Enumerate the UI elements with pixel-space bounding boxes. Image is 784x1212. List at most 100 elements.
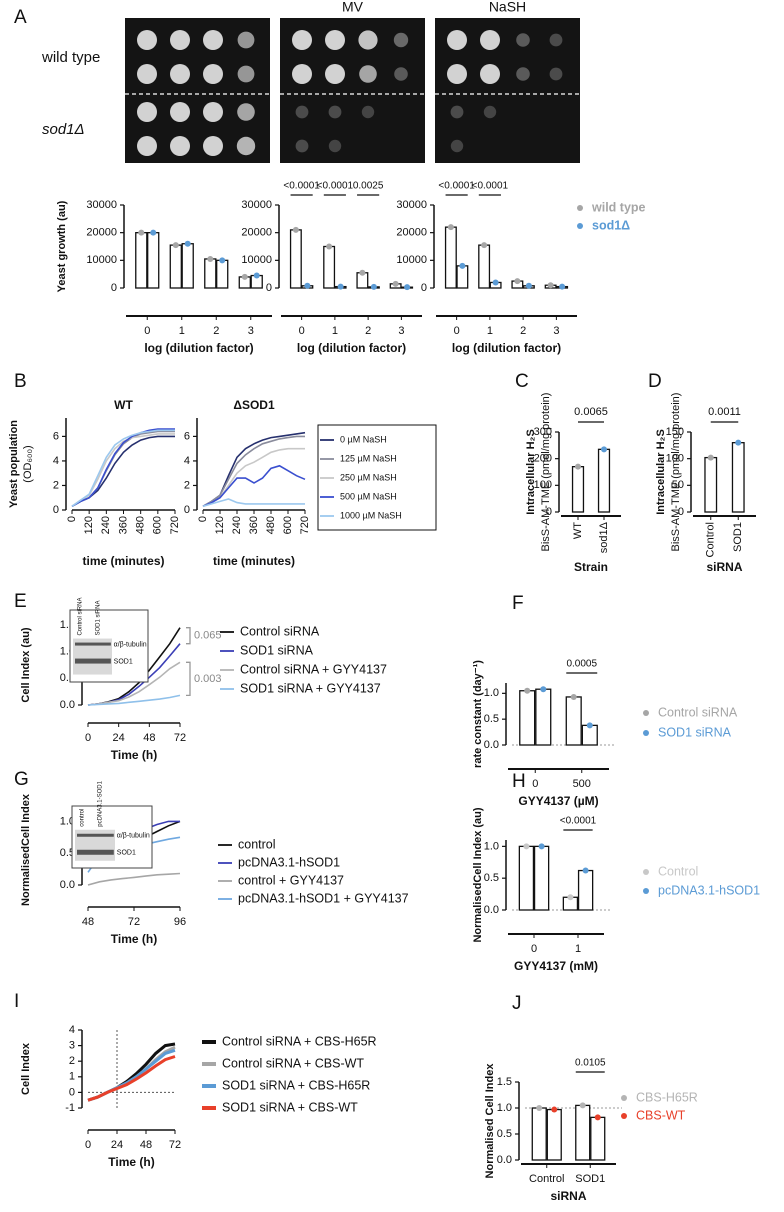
colony-spot [237, 103, 255, 121]
colony-spot [393, 32, 409, 48]
x-tick-label: 0 [197, 516, 209, 522]
y-tick-label: 0.0 [60, 699, 75, 711]
series-line [202, 464, 306, 508]
legend-swatch [621, 1113, 627, 1119]
bar [147, 232, 160, 289]
y-tick-label: 0 [546, 506, 552, 518]
bar [577, 869, 594, 911]
bar [323, 245, 336, 289]
legend-label: pcDNA3.1-hSOD1 [658, 883, 760, 897]
colony-spot [203, 64, 223, 84]
mean-dot [138, 229, 145, 236]
band-label: SOD1 [114, 658, 133, 665]
mean-dot [219, 257, 226, 264]
x-tick-label: WT [572, 522, 584, 539]
mean-dot [492, 279, 499, 286]
mean-dot [536, 1105, 543, 1111]
panel-letter: G [14, 769, 29, 790]
y-tick-label: 1.0 [60, 815, 75, 827]
legend-swatch [643, 888, 649, 894]
x-axis-label: GYY4137 (µM) [518, 794, 598, 808]
y-axis-label: Normalised Cell Index [484, 1063, 496, 1179]
legend-swatch [577, 223, 583, 229]
mean-dot [253, 272, 260, 279]
panel-letter: C [515, 371, 529, 392]
colony-spot [480, 64, 500, 84]
colony-spot [137, 64, 157, 84]
y-tick-label: 10000 [396, 254, 427, 266]
bar [518, 845, 535, 911]
x-axis-label: Strain [574, 560, 608, 574]
legend-label: SOD1 siRNA [240, 643, 314, 657]
bar [204, 258, 217, 289]
mean-dot [150, 229, 157, 236]
mean-dot [551, 1106, 558, 1113]
colony-spot [137, 102, 157, 122]
series-line [71, 428, 175, 507]
colony-spot [292, 64, 312, 84]
x-tick-label: 3 [398, 325, 404, 337]
bracket-label: 0.065 [194, 630, 222, 642]
x-tick-label: 360 [117, 516, 129, 534]
mean-dot [586, 722, 593, 729]
x-tick-label: 2 [213, 325, 219, 337]
mean-dot [523, 843, 530, 850]
y-tick-label: 0.5 [484, 872, 499, 884]
y-tick-label: 6 [53, 430, 59, 442]
y-tick-label: 10000 [86, 254, 117, 266]
series-line [202, 447, 305, 508]
panel-letter: E [14, 591, 27, 612]
x-axis-label: time (minutes) [82, 554, 164, 568]
colony-spot [447, 30, 467, 50]
y-tick-label: 20000 [86, 227, 117, 239]
bracket-label: 0.003 [194, 673, 222, 685]
colony-spot [480, 30, 500, 50]
p-value: 0.0105 [575, 1058, 606, 1069]
y-tick-label: 2 [184, 479, 190, 491]
bar [181, 243, 194, 289]
bar [478, 244, 491, 289]
mean-dot [575, 463, 581, 470]
blot-band [75, 642, 111, 646]
x-tick-label: 720 [169, 516, 181, 534]
y-tick-label: 0 [266, 282, 272, 294]
bar [456, 265, 469, 289]
colony-spot [137, 30, 157, 50]
legend-swatch [577, 205, 583, 211]
legend-label: Control siRNA + CBS-WT [222, 1056, 364, 1070]
colony-spot [236, 136, 256, 156]
p-value: 0.0025 [353, 181, 384, 192]
y-axis-label: (OD₆₀₀) [22, 445, 34, 482]
strain-label: sod1Δ [42, 121, 85, 138]
x-tick-label: 24 [113, 732, 125, 744]
x-tick-label: 0 [85, 1139, 91, 1151]
panel-letter: D [648, 371, 662, 392]
panel-letter: B [14, 371, 27, 392]
x-tick-label: 1 [179, 325, 185, 337]
colony-spot [170, 102, 190, 122]
series-line [202, 435, 305, 507]
y-axis-label: Yeast growth (au) [56, 200, 68, 292]
y-tick-label: 4 [69, 1024, 75, 1036]
p-value: <0.0001 [317, 181, 354, 192]
p-value: 0.0005 [566, 659, 597, 670]
y-tick-label: 0 [678, 506, 684, 518]
colony-spot [394, 67, 408, 81]
mean-dot [292, 226, 299, 233]
y-axis-label: Intracellular H₂S [525, 429, 537, 515]
colony-spot [516, 33, 530, 47]
mean-dot [359, 269, 366, 276]
x-tick-label: 720 [299, 516, 311, 534]
y-tick-label: 0.5 [497, 1128, 512, 1140]
y-tick-label: 50 [672, 479, 684, 491]
x-tick-label: 0 [454, 325, 460, 337]
y-tick-label: 6 [184, 430, 190, 442]
y-tick-label: 0.0 [60, 879, 75, 891]
y-tick-label: -1 [65, 1102, 75, 1114]
p-value: <0.0001 [472, 181, 509, 192]
colony-spot [359, 65, 377, 83]
band-label: α/β-tubulin [117, 833, 150, 840]
y-tick-label: 0.5 [484, 713, 499, 725]
legend-label: 1000 µM NaSH [340, 510, 402, 520]
mean-dot [707, 454, 714, 461]
